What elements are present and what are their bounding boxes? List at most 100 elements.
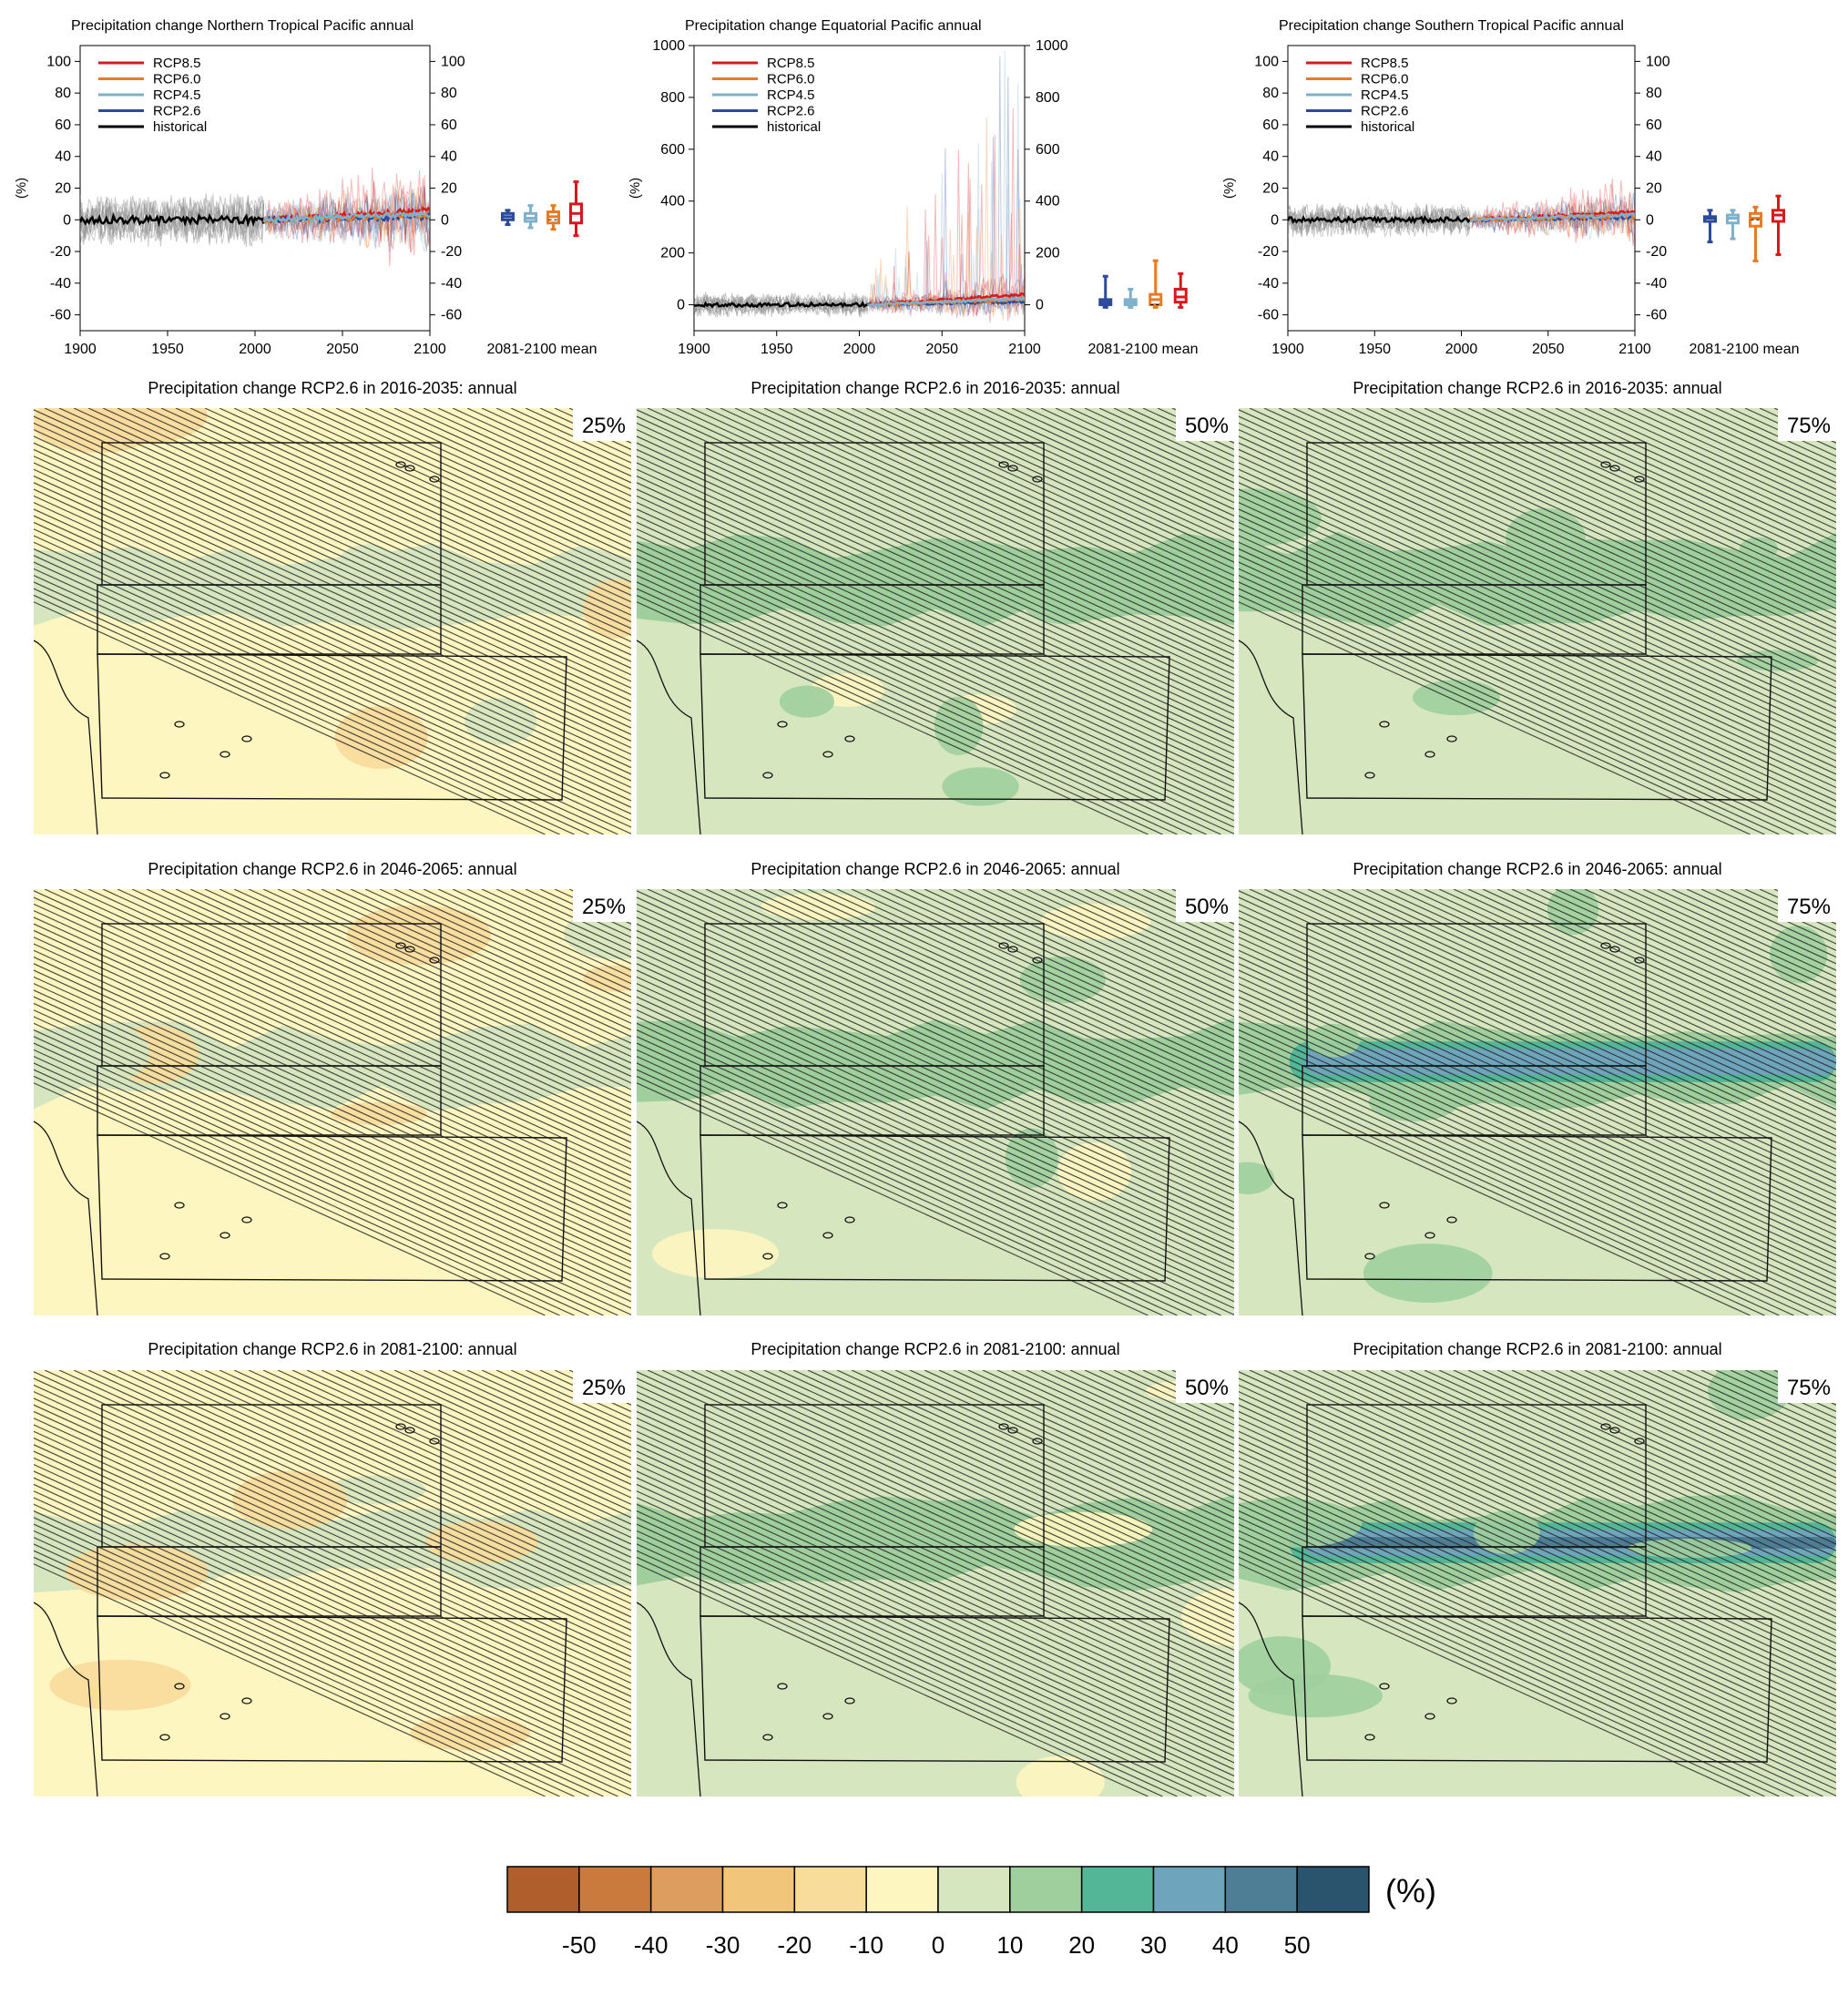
island [777, 721, 788, 728]
percentile-label: 75% [1787, 895, 1831, 919]
scenario-run [265, 186, 430, 252]
y-tick-label: 20 [1262, 181, 1279, 197]
island [1634, 476, 1645, 483]
historical-mean-line [694, 300, 868, 309]
colorbar-cell [865, 1866, 939, 1913]
box [1749, 211, 1762, 228]
island [1609, 1427, 1620, 1434]
y-tick-label: 20 [55, 181, 71, 197]
island [395, 1423, 406, 1430]
percentile-label-bg [1778, 889, 1836, 922]
y-tick-label: 1000 [1036, 38, 1068, 54]
historical-mean-line [80, 212, 265, 228]
colorbar-cell [506, 1866, 580, 1913]
anomaly-patch [583, 578, 631, 639]
colorbar-tick-label: -50 [562, 1931, 597, 1959]
y-tick-label: 40 [55, 149, 71, 165]
percentile-label: 75% [1787, 414, 1831, 438]
historical-run [694, 292, 869, 317]
region-box-south [699, 653, 1170, 801]
y-tick-label: 400 [1036, 194, 1060, 210]
x-tick-label: 1950 [151, 342, 184, 357]
legend-label: historical [153, 119, 207, 135]
island [1379, 721, 1390, 728]
island [844, 735, 855, 742]
colorbar: -50 -40 -30 -20 -10 0 10 20 30 40 50 (%) [506, 1866, 1436, 1959]
y-tick-label: -40 [1258, 276, 1279, 292]
map-field [637, 889, 1234, 1315]
region-box-south [97, 1615, 567, 1763]
historical-run [80, 195, 265, 248]
anomaly-patch [1139, 1540, 1234, 1581]
island [998, 1423, 1009, 1430]
historical-run [694, 292, 869, 318]
island [1424, 1713, 1435, 1720]
island [844, 1216, 855, 1223]
y-tick-label: 80 [1646, 86, 1662, 101]
island [998, 942, 1009, 949]
anomaly-patch [1363, 1244, 1493, 1304]
y-tick-label: 40 [441, 149, 457, 165]
colorbar-cell [937, 1866, 1011, 1913]
island [241, 1216, 252, 1223]
percentile-label-bg [573, 408, 631, 441]
box-whisker-group [1703, 194, 1785, 262]
map-title: Precipitation change RCP2.6 in 2016-2035… [1353, 379, 1721, 397]
percentile-label-bg [1176, 889, 1234, 922]
anomaly-patch [34, 408, 163, 454]
y-tick-label: 600 [1036, 142, 1060, 158]
island [395, 942, 406, 949]
region-box-equatorial [699, 1546, 1045, 1617]
anomaly-patch [651, 1229, 780, 1279]
island [822, 751, 833, 758]
x-tick-label: 2000 [843, 342, 876, 357]
legend-label: RCP2.6 [1361, 104, 1409, 119]
island [395, 461, 406, 468]
y-axis-label: (%) [14, 178, 29, 199]
y-axis-label: (%) [1221, 178, 1237, 199]
timeseries-panel: Precipitation change Southern Tropical P… [1221, 18, 1799, 357]
significance-hatching [637, 1370, 1234, 1796]
island [429, 476, 440, 483]
island [1609, 946, 1620, 953]
percentile-label: 25% [582, 1376, 626, 1400]
y-tick-label: 60 [1646, 118, 1662, 133]
panel-title: Precipitation change Northern Tropical P… [71, 18, 414, 34]
scenario-run [869, 211, 1025, 314]
colorbar-cell [721, 1866, 796, 1913]
island [1364, 1734, 1375, 1741]
scenario-run [1471, 183, 1635, 247]
percentile-label: 25% [582, 895, 626, 919]
model-runs [1288, 178, 1635, 247]
y-tick-label: 400 [660, 194, 685, 210]
island [174, 1683, 185, 1690]
island [1446, 1216, 1457, 1223]
island [1379, 1683, 1390, 1690]
island [159, 772, 170, 779]
island [241, 1697, 252, 1704]
percentile-label-bg [573, 1370, 631, 1403]
coastline [637, 640, 701, 834]
island [777, 1683, 788, 1690]
y-tick-label: 200 [1036, 246, 1060, 261]
colorbar-cell [578, 1866, 652, 1913]
historical-run [1288, 201, 1471, 234]
y-tick-label: 600 [660, 142, 685, 158]
percentile-label: 25% [582, 414, 626, 438]
region-box-equatorial [1302, 1065, 1647, 1136]
map-panel: Precipitation change RCP2.6 in 2016-2035… [637, 379, 1234, 834]
island [1634, 957, 1645, 964]
colorbar-cell [793, 1866, 867, 1913]
island [762, 772, 773, 779]
island [1600, 942, 1611, 949]
anomaly-patch [1239, 1162, 1275, 1194]
map-panels: Precipitation change RCP2.6 in 2016-2035… [34, 379, 1836, 1796]
island [404, 946, 415, 953]
percentile-label: 50% [1185, 414, 1229, 438]
scenario-run [265, 190, 430, 252]
y-tick-label: 80 [55, 86, 71, 101]
scenario-mean-line [262, 209, 430, 224]
scenario-run [1471, 202, 1635, 238]
